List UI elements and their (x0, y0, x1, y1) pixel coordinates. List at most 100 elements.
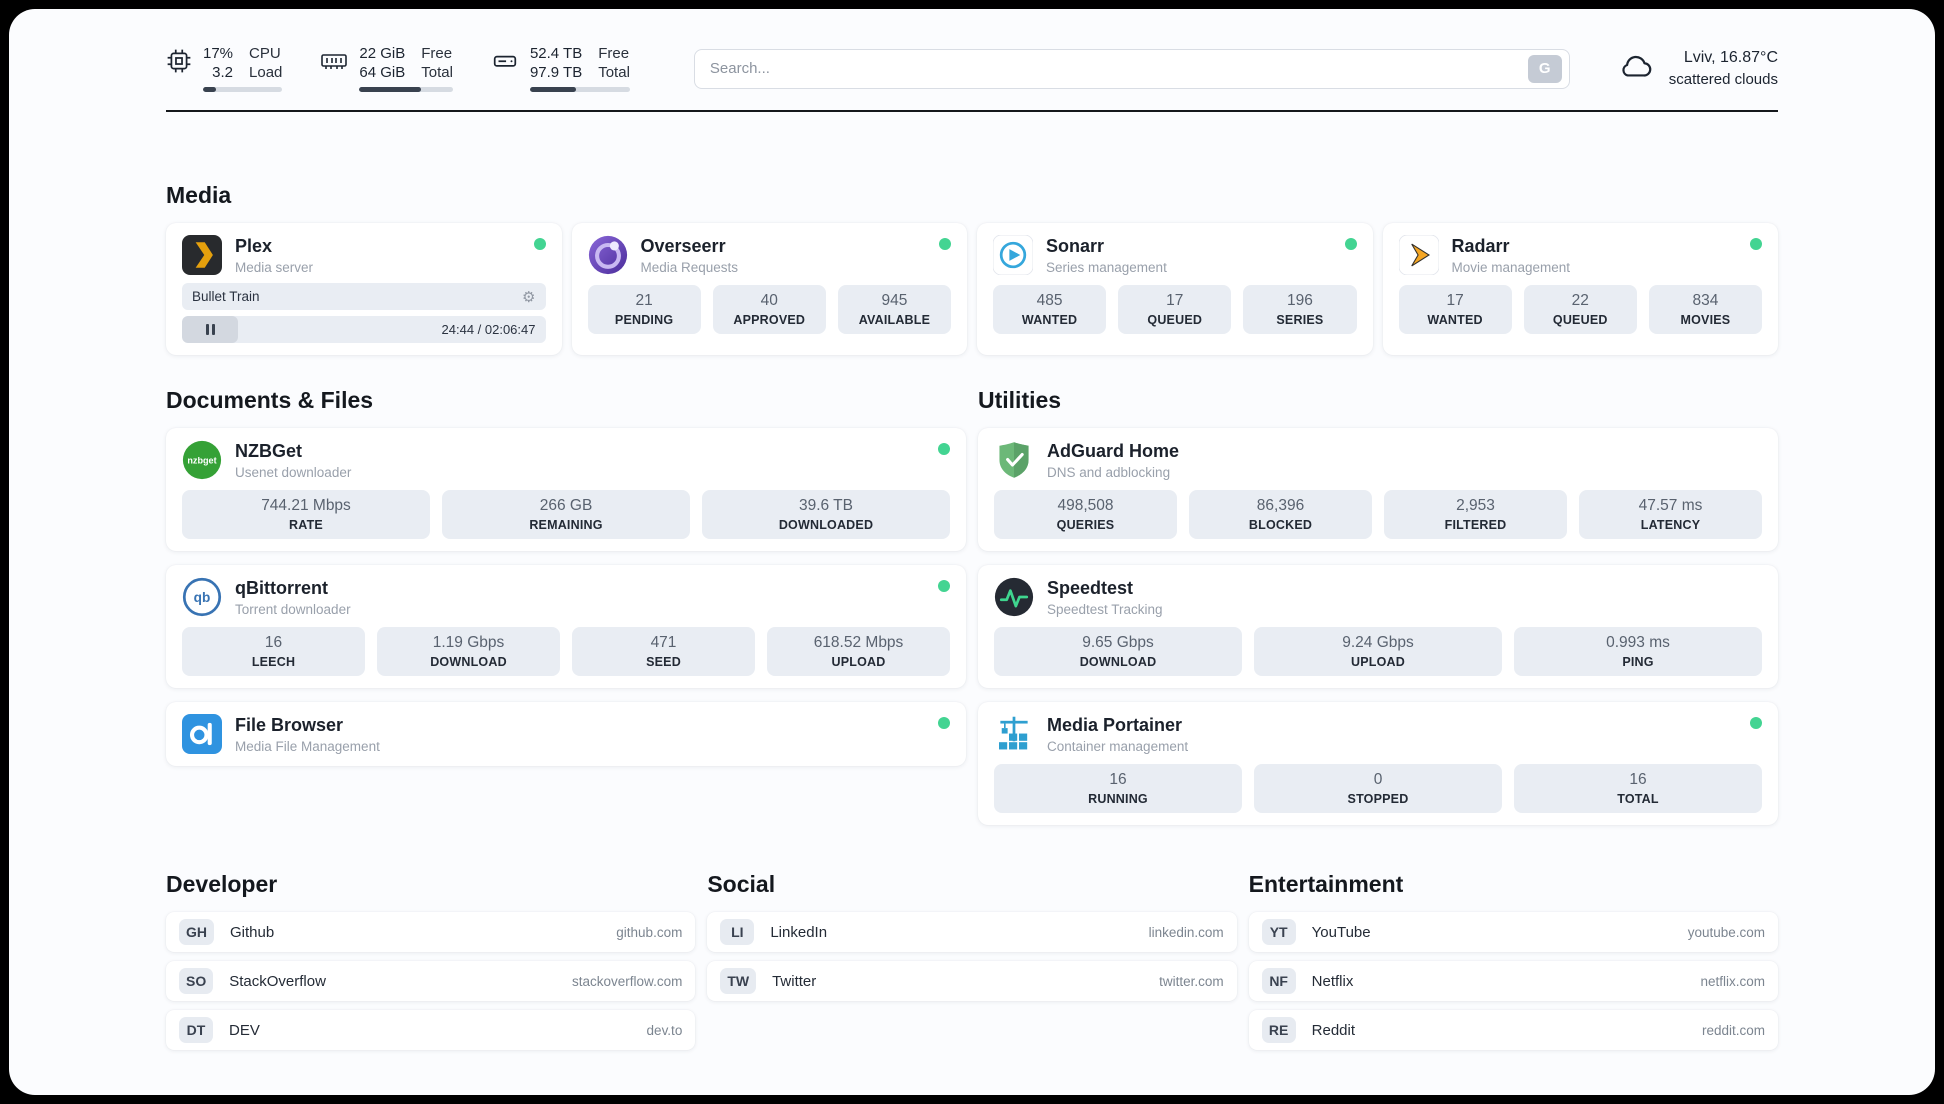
radarr-card[interactable]: Radarr Movie management 17 WANTED 22 QUE… (1382, 223, 1778, 355)
bookmark-twitter[interactable]: TW Twitter twitter.com (707, 961, 1237, 1001)
bookmark-reddit[interactable]: RE Reddit reddit.com (1248, 1010, 1778, 1050)
disk-icon (491, 48, 519, 74)
cpu-progress-bar (203, 87, 283, 92)
service-subtitle: Torrent downloader (235, 601, 351, 617)
bookmark-abbr: NF (1261, 968, 1296, 994)
disk-total-value: 97.9 TB (529, 64, 583, 81)
sonarr-card[interactable]: Sonarr Series management 485 WANTED 17 Q… (977, 223, 1373, 355)
bookmark-stackoverflow[interactable]: SO StackOverflow stackoverflow.com (166, 961, 696, 1001)
service-name: Plex (235, 235, 273, 256)
ram-free-label: Free (421, 45, 453, 62)
section-title-entertainment: Entertainment (1248, 871, 1404, 897)
cpu-load-label: Load (249, 64, 283, 81)
utilities-column: AdGuard Home DNS and adblocking 498,508 … (978, 428, 1778, 825)
service-subtitle: Movie management (1451, 259, 1571, 275)
ram-free-value: 22 GiB (359, 45, 406, 62)
stat-box: 945 AVAILABLE (837, 285, 952, 334)
stat-box: 39.6 TB DOWNLOADED (702, 490, 950, 539)
bookmark-abbr: RE (1261, 1017, 1296, 1043)
status-dot (1344, 238, 1357, 250)
documents-column: nzbget NZBGet Usenet downloader 744.21 M… (166, 428, 966, 825)
speedtest-icon (994, 577, 1034, 617)
bookmark-url: netflix.com (1700, 973, 1765, 989)
ram-total-label: Total (421, 64, 453, 81)
nzbget-card[interactable]: nzbget NZBGet Usenet downloader 744.21 M… (166, 428, 966, 551)
stat-box: 21 PENDING (587, 285, 701, 334)
bookmark-url: reddit.com (1701, 1022, 1765, 1038)
stat-box: 16 RUNNING (994, 764, 1242, 813)
stat-box: 9.24 Gbps UPLOAD (1254, 627, 1502, 676)
pause-button[interactable] (182, 316, 238, 343)
disk-free-value: 52.4 TB (529, 45, 583, 62)
stat-box: 834 MOVIES (1648, 285, 1763, 334)
gear-icon[interactable]: ⚙ (522, 288, 536, 306)
stat-box: 17 QUEUED (1118, 285, 1232, 334)
bookmark-name: LinkedIn (770, 923, 828, 941)
filebrowser-icon (182, 714, 222, 754)
bookmark-url: linkedin.com (1148, 924, 1224, 940)
ram-progress-bar (359, 87, 453, 92)
service-name: File Browser (235, 714, 344, 735)
cloud-icon (1616, 50, 1656, 87)
bookmark-name: Netflix (1311, 972, 1354, 990)
section-title-developer: Developer (166, 871, 278, 897)
bookmark-linkedin[interactable]: LI LinkedIn linkedin.com (707, 912, 1237, 952)
bookmark-github[interactable]: GH Github github.com (166, 912, 696, 952)
status-dot (939, 238, 951, 250)
service-subtitle: Media server (235, 259, 314, 275)
search-input[interactable] (700, 60, 1528, 77)
player-row[interactable]: 24:44 / 02:06:47 (182, 316, 546, 343)
bookmark-abbr: DT (179, 1017, 213, 1043)
stat-box: 485 WANTED (993, 285, 1107, 334)
stat-box: 0.993 ms PING (1514, 627, 1762, 676)
bookmark-group-developer: Developer GH Github github.com SO StackO… (166, 871, 696, 1059)
disk-free-label: Free (598, 45, 630, 62)
bookmark-name: YouTube (1311, 923, 1371, 941)
portainer-card[interactable]: Media Portainer Container management 16 … (978, 702, 1778, 825)
service-name: AdGuard Home (1047, 440, 1180, 461)
bookmark-group-entertainment: Entertainment YT YouTube youtube.com NF … (1248, 871, 1778, 1059)
cpu-usage-label: CPU (249, 45, 281, 62)
cpu-load-value: 3.2 (212, 64, 234, 81)
bookmark-name: Github (230, 923, 275, 941)
overseerr-card[interactable]: Overseerr Media Requests 21 PENDING 40 A… (571, 223, 967, 355)
bookmark-dev[interactable]: DT DEV dev.to (166, 1010, 696, 1050)
stat-box: 17 WANTED (1398, 285, 1512, 334)
bookmark-abbr: YT (1261, 919, 1296, 945)
qbittorrent-card[interactable]: qb qBittorrent Torrent downloader 16 LEE… (166, 565, 966, 688)
service-subtitle: Media Requests (640, 259, 739, 275)
bookmark-url: dev.to (646, 1022, 683, 1038)
plex-icon (182, 235, 222, 275)
service-name: Overseerr (640, 235, 726, 256)
service-name: qBittorrent (235, 577, 328, 598)
cpu-icon (166, 48, 192, 74)
svg-text:qb: qb (194, 590, 211, 605)
status-dot (938, 717, 950, 729)
qbittorrent-icon: qb (182, 577, 222, 617)
weather-condition: scattered clouds (1668, 71, 1778, 89)
service-name: Sonarr (1046, 235, 1105, 256)
speedtest-card[interactable]: Speedtest Speedtest Tracking 9.65 Gbps D… (978, 565, 1778, 688)
service-name: Media Portainer (1047, 714, 1183, 735)
stat-box: 86,396 BLOCKED (1189, 490, 1372, 539)
filebrowser-card[interactable]: File Browser Media File Management (166, 702, 966, 766)
search-engine-button[interactable]: G (1527, 54, 1562, 83)
stat-box: 471 SEED (572, 627, 755, 676)
overseerr-icon (588, 235, 628, 275)
stat-box: 266 GB REMAINING (442, 490, 690, 539)
stat-box: 22 QUEUED (1523, 285, 1637, 334)
adguard-card[interactable]: AdGuard Home DNS and adblocking 498,508 … (978, 428, 1778, 551)
bookmark-netflix[interactable]: NF Netflix netflix.com (1248, 961, 1778, 1001)
ram-icon (320, 48, 348, 74)
portainer-icon (994, 714, 1034, 754)
playback-time: 24:44 / 02:06:47 (441, 322, 536, 337)
stat-box: 2,953 FILTERED (1384, 490, 1567, 539)
plex-card[interactable]: Plex Media server Bullet Train ⚙ 24:44 /… (166, 223, 562, 355)
bookmark-youtube[interactable]: YT YouTube youtube.com (1248, 912, 1778, 952)
disk-progress-bar (529, 87, 630, 92)
stat-box: 16 LEECH (182, 627, 365, 676)
stat-box: 9.65 Gbps DOWNLOAD (994, 627, 1242, 676)
bookmark-name: Reddit (1311, 1021, 1356, 1039)
section-title-social: Social (707, 871, 776, 897)
topbar-divider (166, 110, 1778, 112)
